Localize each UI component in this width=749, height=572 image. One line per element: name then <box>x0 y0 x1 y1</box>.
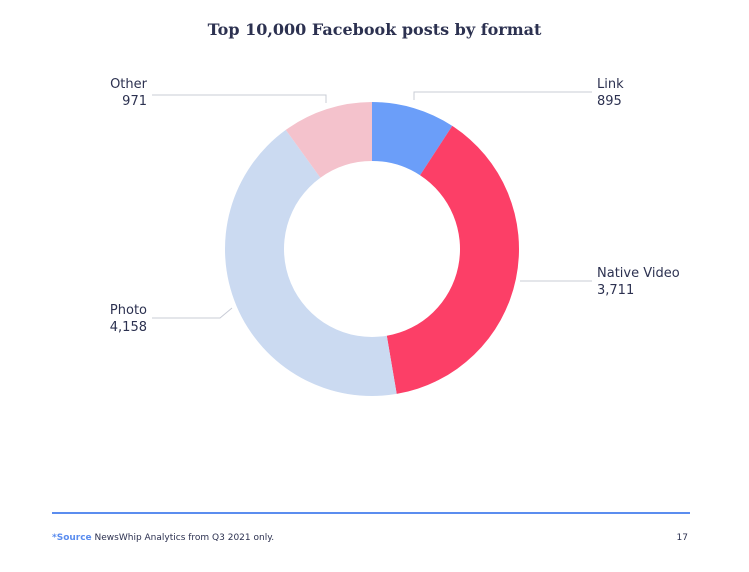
slice-label-value: 971 <box>122 94 147 109</box>
slice-label-name: Other <box>110 77 148 92</box>
slice-label-name: Native Video <box>597 266 680 281</box>
leader-line-link <box>413 91 592 100</box>
leader-lines <box>152 91 592 319</box>
footer-divider <box>52 512 690 514</box>
slice-photo <box>224 129 397 397</box>
slice-labels: Link 895 Native Video 3,711 Photo 4,158 Other 9… <box>110 77 680 335</box>
slice-other <box>285 102 372 178</box>
source-prefix: *Source <box>52 533 92 543</box>
donut-slices <box>224 102 519 397</box>
source-note: *Source NewsWhip Analytics from Q3 2021 … <box>52 533 274 543</box>
slice-native-video <box>386 125 519 394</box>
source-text: NewsWhip Analytics from Q3 2021 only. <box>91 533 275 543</box>
slice-label-value: 4,158 <box>110 320 147 335</box>
slice-label-value: 3,711 <box>597 283 634 298</box>
leader-line-other <box>152 94 327 103</box>
slice-link <box>372 102 453 176</box>
slice-label-value: 895 <box>597 94 622 109</box>
chart-title: Top 10,000 Facebook posts by format <box>207 20 542 39</box>
leader-line-photo <box>152 307 233 319</box>
slice-label-name: Photo <box>110 303 147 318</box>
page-number: 17 <box>676 533 688 543</box>
slice-label-name: Link <box>597 77 624 92</box>
